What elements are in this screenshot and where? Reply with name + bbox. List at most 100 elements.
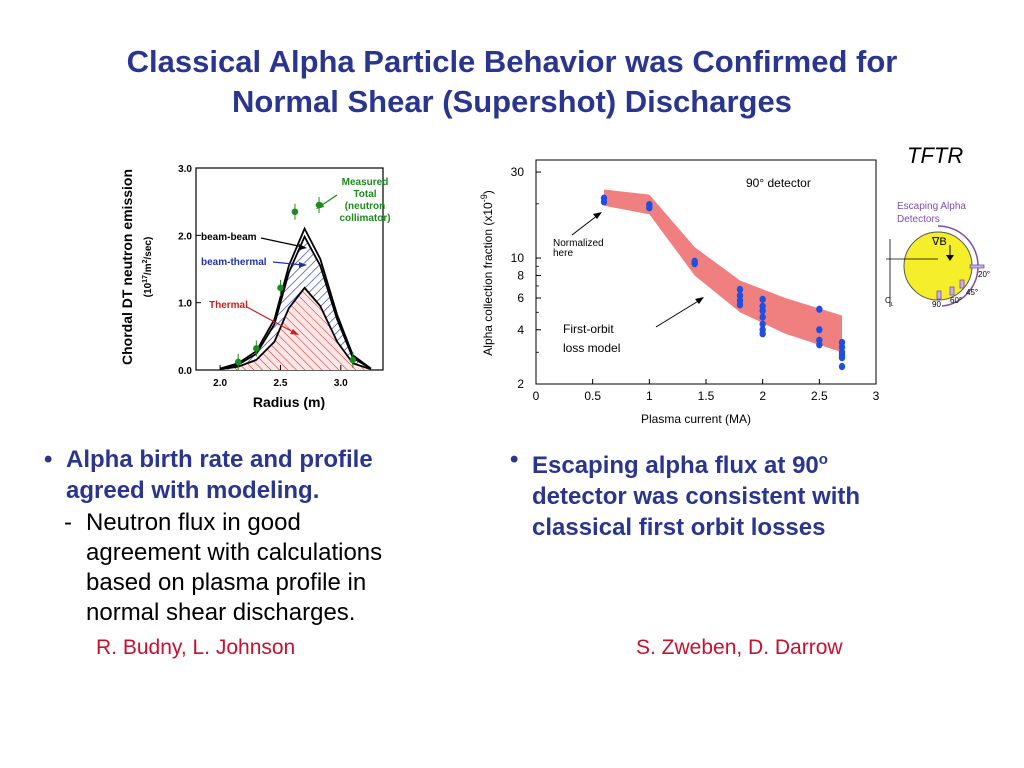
- chart2-x-tick-label: 3: [873, 389, 880, 403]
- measurement-point: [816, 305, 823, 313]
- chart2-y-tick-label: 8: [517, 269, 524, 283]
- measured-point: [277, 284, 284, 292]
- left-bullet-line2: agreed with modeling.: [66, 477, 320, 504]
- measured-point: [253, 345, 260, 352]
- measurement-point: [759, 330, 766, 338]
- measured-arrowhead: [316, 202, 324, 209]
- thermal-arrowhead: [290, 329, 299, 335]
- bullet-dot: •: [44, 446, 53, 473]
- model-line1: First-orbit: [563, 322, 614, 336]
- thermal-label: Thermal: [209, 300, 248, 311]
- left-sub-bullet: - Neutron flux in good agreement with ca…: [64, 508, 484, 628]
- gradb-label: ∇B: [931, 236, 947, 248]
- chart2-x-tick-label: 2: [759, 389, 766, 403]
- right-bullet: • Escaping alpha flux at 90o detector wa…: [510, 444, 990, 543]
- thermal-area: [220, 287, 371, 370]
- chart1-y-tick-label: 0.0: [178, 366, 192, 377]
- right-bullet-line2: detector was consistent with: [532, 483, 861, 510]
- measured-line3: (neutron: [345, 201, 386, 212]
- measurement-point: [736, 301, 744, 309]
- measured-line4: collimator): [339, 213, 390, 224]
- measured-point: [291, 208, 299, 216]
- slide-title: Classical Alpha Particle Behavior was Co…: [40, 42, 984, 122]
- measured-point: [349, 356, 357, 364]
- normalized-line2: here: [553, 248, 573, 259]
- beam-thermal-arrowhead: [299, 262, 307, 268]
- normalized-arrowhead: [593, 212, 602, 219]
- cl-label: CL: [885, 296, 894, 308]
- slide-title-line1: Classical Alpha Particle Behavior was Co…: [126, 44, 898, 79]
- detector-60: [949, 286, 955, 296]
- chart2-y-tick-label: 2: [517, 377, 524, 391]
- beam-beam-arrowhead: [299, 244, 307, 250]
- diagram-title-line1: Escaping Alpha: [897, 201, 966, 212]
- detector-diagram: Escaping Alpha Detectors CL ∇B 20° 45° 6…: [885, 201, 990, 309]
- left-sub-line3: based on plasma profile in: [86, 569, 367, 596]
- normalized-line1: Normalized: [553, 238, 604, 249]
- chart1-ylabel-units: (1017/m2/sec): [142, 237, 154, 298]
- left-bullet-line1: Alpha birth rate and profile: [66, 446, 373, 473]
- measurement-point: [838, 343, 846, 351]
- left-sub-line1: Neutron flux in good: [86, 509, 301, 536]
- left-authors: R. Budny, L. Johnson: [96, 636, 296, 659]
- slide-title-line2: Normal Shear (Supershot) Discharges: [232, 84, 792, 119]
- sub-bullet-dash: -: [64, 509, 72, 536]
- measurement-point: [646, 204, 653, 212]
- thermal-line: [219, 286, 372, 371]
- beam-beam-label: beam-beam: [201, 232, 257, 243]
- chart1-xlabel: Radius (m): [253, 394, 325, 410]
- chart2-x-tick-label: 0: [533, 389, 540, 403]
- measurement-point: [736, 285, 744, 293]
- chart2-y-tick-label: 6: [517, 291, 524, 305]
- measurement-point: [759, 307, 766, 315]
- alpha-collection-chart: 0 0.5 1 1.5 2 2.5 3 2 4 6 8 10 30 Alpha collection f…: [479, 159, 880, 426]
- measurement-point: [816, 326, 823, 334]
- left-sub-line2: agreement with calculations: [86, 539, 383, 566]
- right-bullet-line1: Escaping alpha flux at 90o: [532, 451, 828, 479]
- detector-label: 90° detector: [746, 176, 811, 190]
- chart1-x-tick-label: 2.5: [273, 378, 287, 389]
- chart2-x-tick-label: 1: [646, 389, 653, 403]
- angle-90: 90: [932, 300, 941, 309]
- measured-line2: Total: [353, 189, 376, 200]
- chart1-y-tick-label: 1.0: [178, 299, 192, 310]
- beam-thermal-arrow: [272, 261, 304, 266]
- measurement-point: [816, 341, 823, 349]
- beam-beam-line: [219, 226, 372, 370]
- angle-20: 20°: [978, 270, 990, 279]
- measurement-point: [691, 260, 698, 268]
- left-bullet-block: • Alpha birth rate and profile agreed wi…: [44, 444, 484, 628]
- chart2-y-tick-label: 4: [517, 323, 524, 337]
- chart1-x-tick-label: 2.0: [213, 378, 227, 389]
- measurement-point: [736, 291, 744, 300]
- thermal-arrow: [246, 306, 296, 334]
- chart2-x-tick-label: 0.5: [584, 389, 601, 403]
- chart2-y-tick-label: 10: [511, 251, 525, 265]
- detector-90: [936, 290, 942, 300]
- first-orbit-model-band: [604, 189, 842, 353]
- model-arrow: [655, 299, 701, 328]
- diagram-title-line2: Detectors: [897, 214, 940, 225]
- neutron-emission-chart: 2.0 2.5 3.0 0.0 1.0 2.0 3.0 Chordal DT neutron…: [119, 164, 391, 410]
- left-sub-line4: normal shear discharges.: [86, 599, 356, 626]
- chart2-xlabel: Plasma current (MA): [641, 412, 751, 426]
- chart2-x-tick-label: 1.5: [698, 389, 715, 403]
- gradb-arrowhead: [946, 255, 954, 261]
- angle-45: 45°: [966, 288, 978, 297]
- beam-beam-arrow: [260, 237, 304, 248]
- beam-thermal-line: [219, 234, 372, 370]
- normalized-arrow: [571, 214, 599, 236]
- measurement-point: [838, 362, 846, 371]
- chart1-y-axis-label: Chordal DT neutron emission (1017/m2/sec…: [119, 169, 154, 365]
- model-line2: loss model: [563, 341, 620, 355]
- model-arrowhead: [695, 297, 704, 304]
- left-bullet: • Alpha birth rate and profile agreed wi…: [44, 444, 484, 506]
- measurement-point: [600, 198, 608, 206]
- measurement-point: [838, 354, 846, 362]
- bullet-dot: •: [510, 446, 519, 473]
- chart2-ylabel: Alpha collection fraction (x10-9): [479, 190, 495, 355]
- angle-60: 60°: [950, 296, 962, 305]
- measurement-point: [759, 295, 766, 303]
- tftr-label: TFTR: [907, 143, 964, 168]
- right-bullet-line3: classical first orbit losses: [532, 514, 826, 541]
